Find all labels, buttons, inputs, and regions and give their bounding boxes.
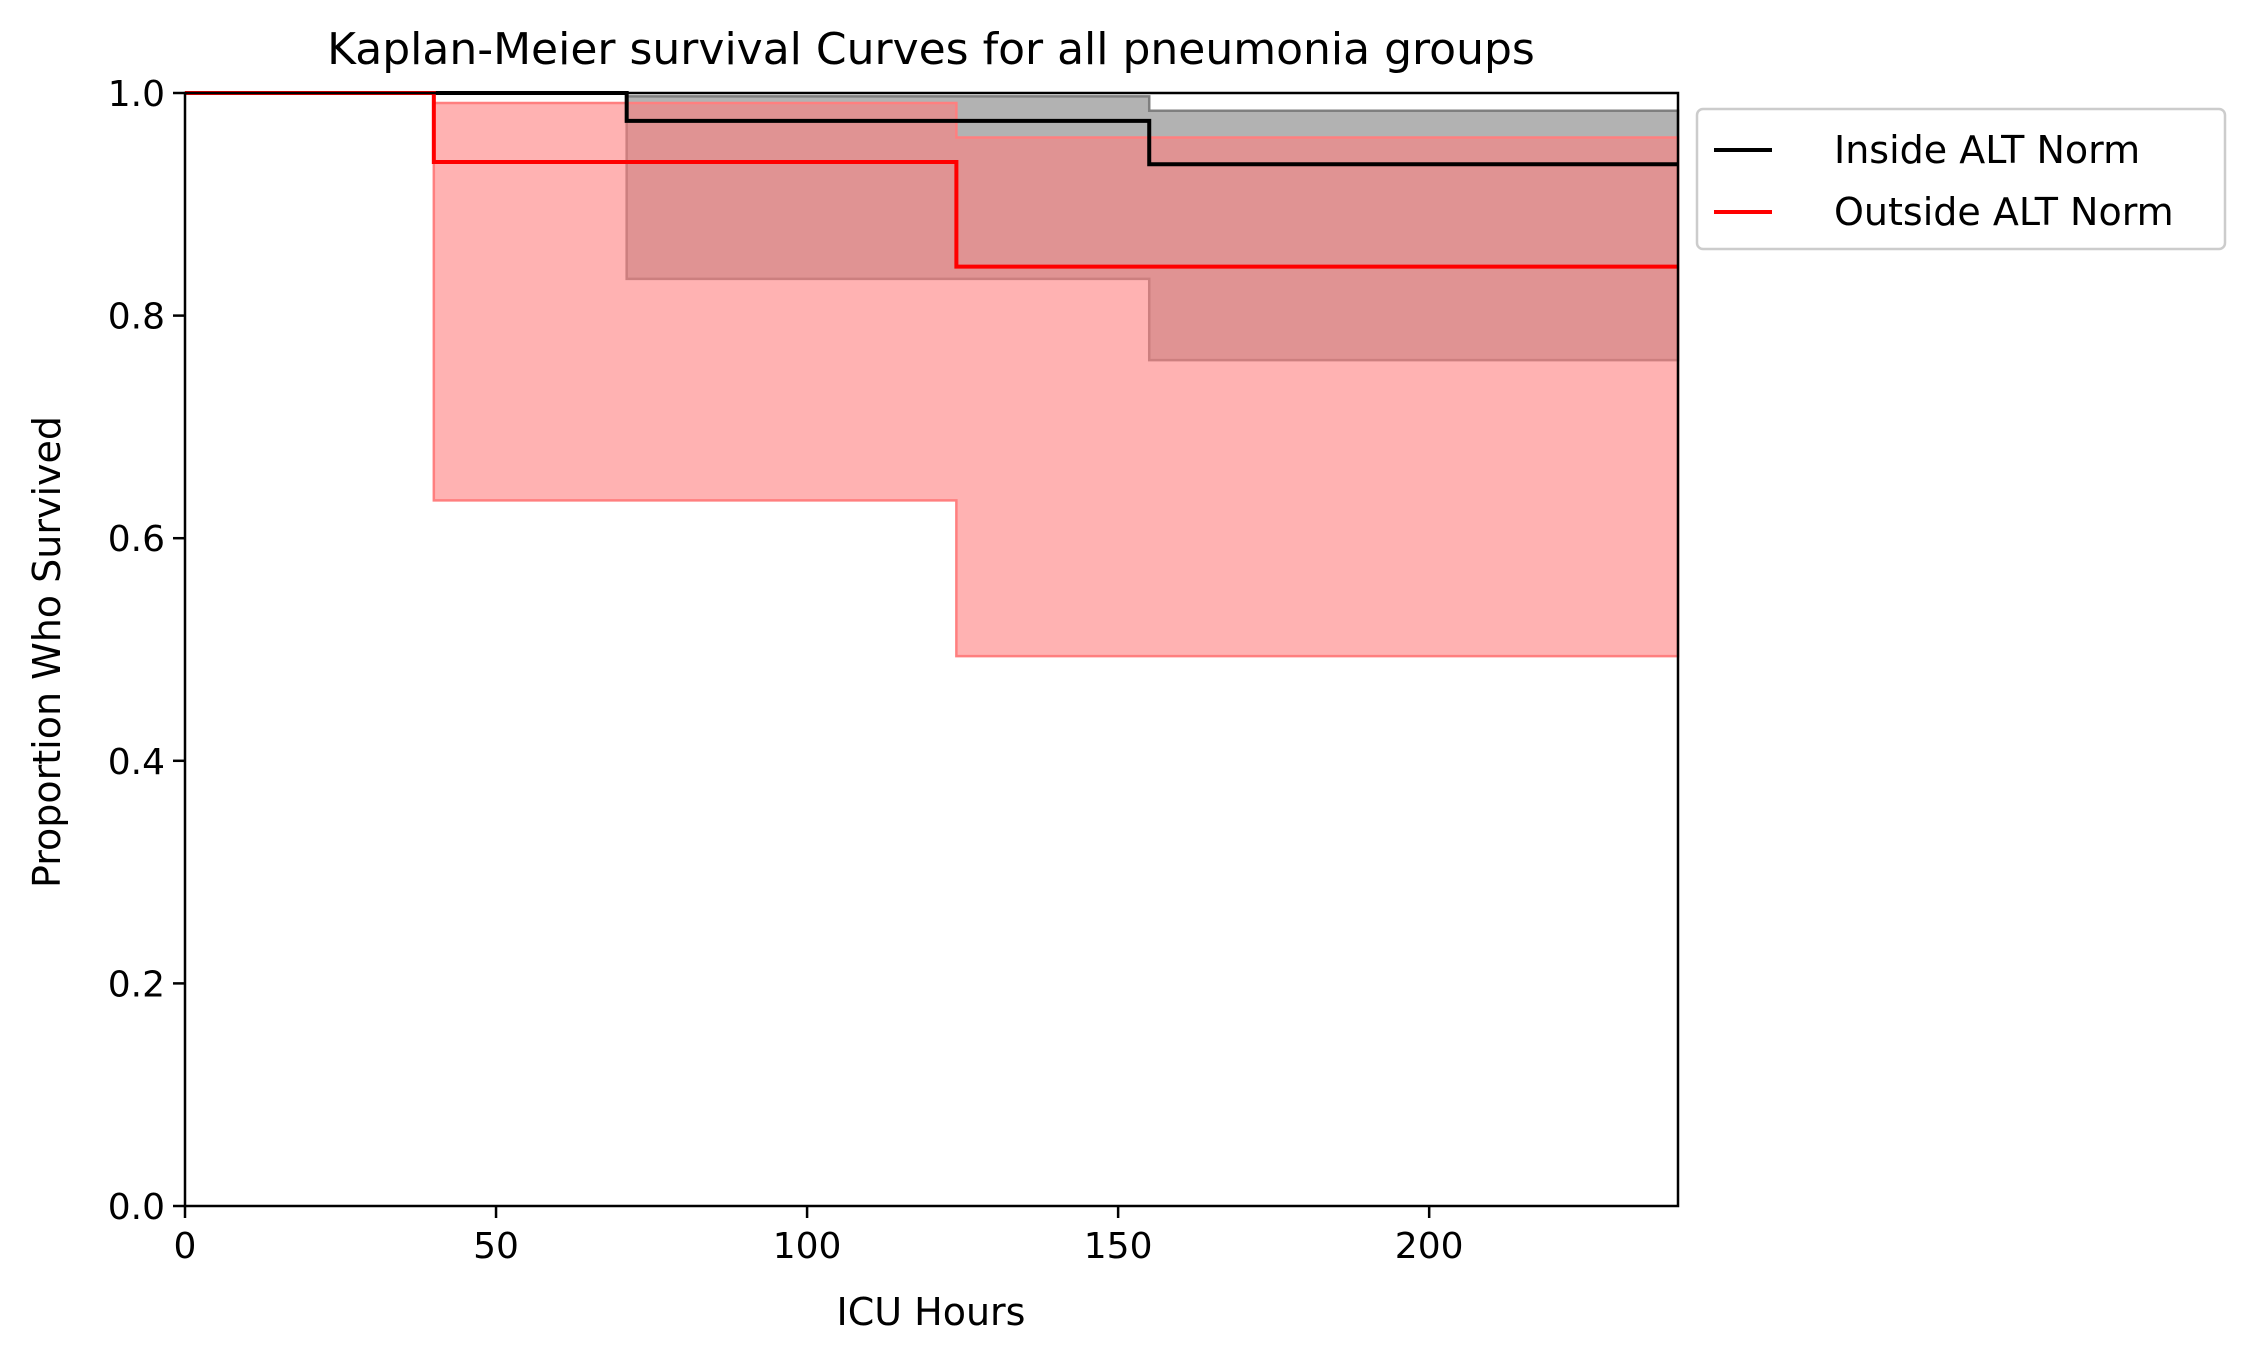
y-tick-label: 0.8 <box>108 297 165 338</box>
plot-area-frame <box>183 91 1680 1208</box>
legend: Inside ALT Norm Outside ALT Norm <box>1695 107 2227 251</box>
ci-band-outside-alt-norm <box>185 91 1680 658</box>
x-tick-label: 200 <box>1395 1226 1464 1267</box>
legend-label-outside-alt-norm: Outside ALT Norm <box>1834 190 2174 234</box>
y-tick-label: 0.2 <box>108 964 165 1005</box>
x-axis-label: ICU Hours <box>837 1290 1026 1334</box>
y-axis-label: Proportion Who Survived <box>25 416 69 888</box>
legend-label-inside-alt-norm: Inside ALT Norm <box>1834 128 2140 172</box>
x-axis-ticks: 0 50 100 150 200 <box>174 1206 1464 1267</box>
y-tick-label: 0.6 <box>108 519 165 560</box>
x-tick-label: 150 <box>1084 1226 1153 1267</box>
x-tick-label: 0 <box>174 1226 197 1267</box>
confidence-bands <box>185 91 1680 658</box>
y-tick-label: 0.0 <box>108 1187 165 1228</box>
y-tick-label: 0.4 <box>108 742 165 783</box>
legend-frame <box>1695 107 2227 251</box>
x-tick-label: 100 <box>773 1226 842 1267</box>
x-tick-label: 50 <box>473 1226 519 1267</box>
y-axis-ticks: 0.0 0.2 0.4 0.6 0.8 1.0 <box>108 74 185 1228</box>
chart-title: Kaplan-Meier survival Curves for all pne… <box>327 24 1535 75</box>
y-tick-label: 1.0 <box>108 74 165 115</box>
